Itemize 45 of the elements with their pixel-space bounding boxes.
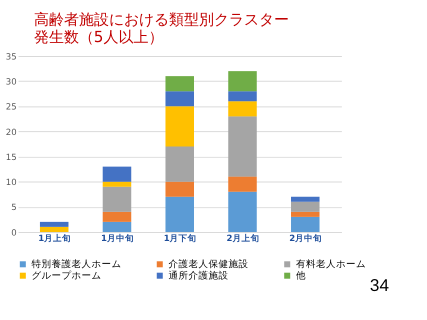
bar (102, 166, 132, 182)
text: 34 (370, 276, 390, 295)
legend-label: 特別養護老人ホーム (31, 258, 122, 270)
bar (165, 196, 194, 232)
bar (228, 101, 257, 116)
chart-title: 高齢者施設における類型別クラスター (34, 10, 289, 29)
y-tick-label: 35 (6, 52, 17, 62)
legend-label: 介護老人保健施設 (168, 258, 248, 270)
legend-label: 他 (296, 270, 306, 282)
y-tick-label: 5 (11, 203, 17, 214)
bar (228, 91, 257, 102)
bar (165, 146, 194, 182)
x-tick-label: 2月上旬 (226, 232, 260, 244)
y-tick-label: 10 (6, 178, 17, 188)
bar (228, 116, 257, 177)
bar (102, 222, 132, 232)
chart-subtitle: 発生数（5人以上） (34, 28, 164, 46)
bar (102, 182, 132, 187)
x-tick-label: 2月中旬 (289, 232, 322, 244)
bar (165, 182, 194, 197)
legend-label: 有料老人ホーム (296, 258, 366, 270)
bar (228, 176, 257, 192)
bar (228, 71, 257, 92)
y-tick-label: 25 (6, 102, 17, 113)
legend-label: 通所介護施設 (168, 270, 228, 282)
bar (102, 212, 132, 222)
x-tick-label: 1月中旬 (100, 232, 134, 244)
x-tick-label: 1月上旬 (38, 232, 72, 244)
y-tick-label: 20 (6, 128, 17, 138)
y-tick-label: 15 (6, 152, 17, 163)
y-tick-label: 0 (11, 228, 17, 238)
bar (228, 192, 257, 232)
bar (102, 186, 132, 212)
bar (291, 196, 320, 202)
legend-label: グループホーム (31, 270, 102, 282)
x-tick-label: 1月下旬 (164, 232, 197, 244)
bar (40, 226, 68, 232)
bar (291, 212, 320, 217)
bar (165, 76, 194, 92)
y-tick-label: 30 (6, 77, 17, 88)
bar (165, 106, 194, 147)
bar (165, 91, 194, 106)
bar (291, 216, 320, 232)
bar (291, 202, 320, 212)
bar (40, 222, 68, 227)
